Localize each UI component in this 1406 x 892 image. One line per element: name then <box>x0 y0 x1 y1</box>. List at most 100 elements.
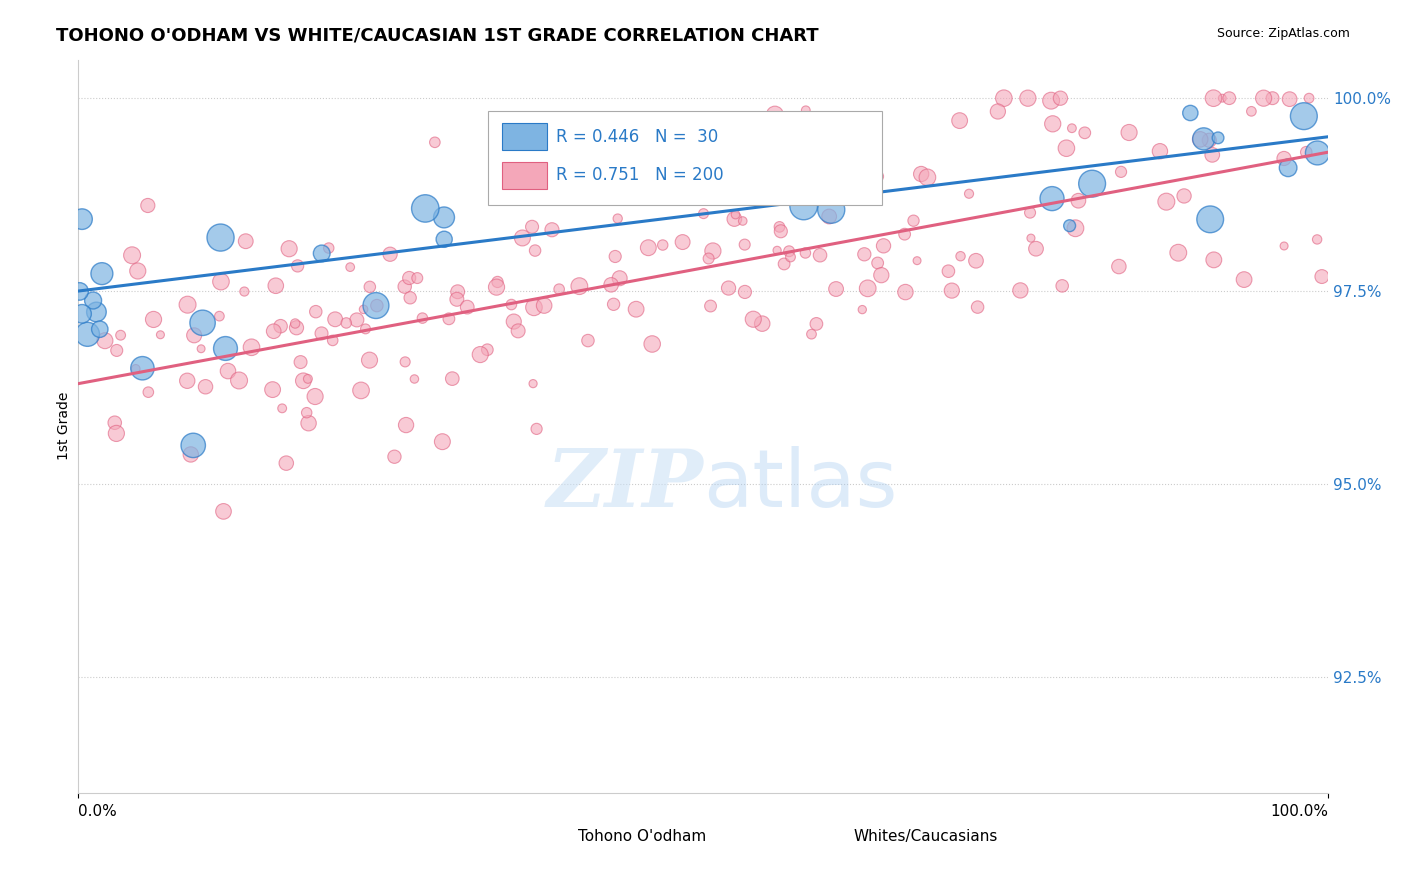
Point <box>127 264 149 278</box>
Point <box>993 91 1015 105</box>
Point <box>1081 177 1104 191</box>
Point <box>70 212 93 227</box>
Point <box>394 279 416 293</box>
Point <box>523 301 546 315</box>
Point <box>284 317 307 331</box>
Point <box>1108 260 1130 274</box>
Point <box>966 300 988 314</box>
Point <box>541 223 564 237</box>
Point <box>1064 221 1087 235</box>
Point <box>1049 91 1071 105</box>
Point <box>470 348 492 362</box>
Point <box>1253 91 1275 105</box>
Point <box>292 374 315 388</box>
Point <box>264 278 287 293</box>
Point <box>263 324 285 338</box>
Point <box>651 168 673 182</box>
Point <box>353 302 375 317</box>
Point <box>762 185 785 199</box>
Point <box>866 256 889 270</box>
Point <box>1206 131 1229 145</box>
Point <box>965 253 987 268</box>
Point <box>287 259 309 273</box>
Point <box>870 268 893 282</box>
Point <box>180 447 202 461</box>
Point <box>395 418 418 433</box>
Point <box>398 271 420 285</box>
Point <box>276 456 298 470</box>
Point <box>311 246 333 260</box>
Point <box>1199 212 1222 227</box>
Point <box>1233 272 1256 286</box>
Point <box>766 244 789 258</box>
Point <box>609 271 631 285</box>
Point <box>86 305 108 319</box>
Point <box>433 211 456 225</box>
Point <box>366 299 388 313</box>
Point <box>808 248 831 262</box>
Point <box>70 307 93 321</box>
FancyBboxPatch shape <box>502 123 547 150</box>
Text: Whites/Caucasians: Whites/Caucasians <box>853 829 997 844</box>
Point <box>1189 132 1212 146</box>
Point <box>94 334 117 348</box>
Point <box>949 249 972 263</box>
Point <box>208 309 231 323</box>
FancyBboxPatch shape <box>488 111 882 205</box>
Point <box>1067 194 1090 208</box>
Point <box>825 282 848 296</box>
Point <box>894 285 917 299</box>
Point <box>734 285 756 299</box>
Point <box>1109 165 1132 179</box>
Point <box>1306 145 1329 160</box>
Point <box>1156 194 1178 209</box>
Point <box>637 241 659 255</box>
Point <box>233 285 256 299</box>
Point <box>856 281 879 295</box>
Point <box>305 304 328 318</box>
Point <box>125 362 148 376</box>
Point <box>209 275 232 289</box>
Point <box>142 312 165 326</box>
Point <box>522 376 544 391</box>
Point <box>776 179 799 194</box>
Point <box>1202 252 1225 267</box>
Point <box>136 198 159 212</box>
Point <box>394 355 416 369</box>
Point <box>441 371 464 385</box>
Point <box>799 164 821 178</box>
Point <box>957 186 980 201</box>
Point <box>1059 219 1081 233</box>
Point <box>508 324 530 338</box>
Point <box>702 244 724 258</box>
Point <box>849 178 872 192</box>
Point <box>322 334 344 348</box>
Point <box>651 238 673 252</box>
Text: 100.0%: 100.0% <box>1270 805 1329 819</box>
Point <box>665 186 688 200</box>
Point <box>1019 205 1042 219</box>
Point <box>533 299 555 313</box>
Point <box>671 235 693 249</box>
Point <box>1218 91 1240 105</box>
Point <box>987 104 1010 119</box>
FancyBboxPatch shape <box>502 162 547 188</box>
Point <box>378 247 401 261</box>
Point <box>290 355 312 369</box>
Point <box>318 241 340 255</box>
Point <box>1292 109 1315 123</box>
Point <box>271 401 294 416</box>
Point <box>520 219 543 234</box>
Point <box>905 253 928 268</box>
Point <box>433 232 456 246</box>
Point <box>893 227 915 242</box>
Point <box>339 260 361 274</box>
Text: Source: ZipAtlas.com: Source: ZipAtlas.com <box>1216 27 1350 40</box>
Point <box>176 374 198 388</box>
Point <box>1040 192 1063 206</box>
FancyBboxPatch shape <box>530 825 574 850</box>
Point <box>364 299 387 313</box>
Point <box>262 383 284 397</box>
Point <box>1010 284 1032 298</box>
Point <box>121 248 143 262</box>
